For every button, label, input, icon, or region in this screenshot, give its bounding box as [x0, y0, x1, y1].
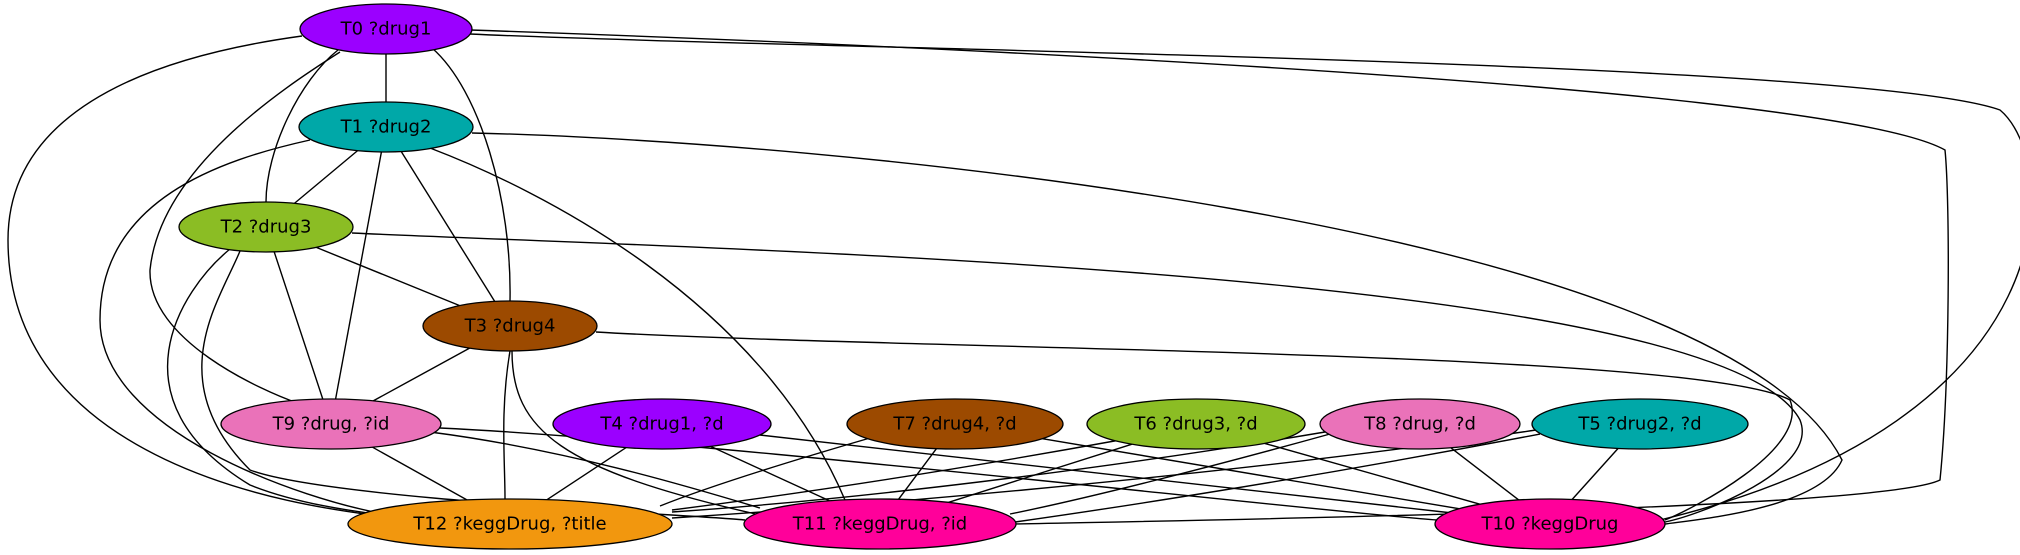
edge-t0-t3	[431, 47, 511, 302]
node-ellipse	[347, 498, 673, 550]
edge-t1-t9	[334, 151, 383, 400]
node-t3: T3 ?drug4	[422, 300, 598, 352]
node-label: T5 ?drug2, ?d	[1577, 414, 1701, 435]
node-ellipse	[299, 3, 473, 55]
node-t8: T8 ?drug, ?d	[1319, 398, 1521, 450]
node-label: T0 ?drug1	[340, 19, 432, 40]
edge-t8-t10	[1450, 447, 1520, 501]
edge-t9-t11	[429, 431, 761, 509]
node-label: T8 ?drug, ?d	[1363, 414, 1476, 435]
node-ellipse	[220, 398, 442, 450]
edge-t7-t10	[1042, 438, 1460, 510]
node-label: T11 ?keggDrug, ?id	[792, 514, 967, 535]
edge-t4-t10	[759, 434, 1448, 514]
edge-t1-t12	[99, 139, 391, 516]
edge-t1-t3	[400, 151, 496, 302]
edge-t5-t10	[1571, 448, 1619, 500]
edge-t3-t11	[511, 350, 761, 516]
node-ellipse	[422, 300, 598, 352]
node-label: T9 ?drug, ?id	[272, 414, 390, 435]
edge-t6-t11	[948, 443, 1133, 504]
node-t10: T10 ?keggDrug	[1434, 498, 1666, 550]
node-ellipse	[178, 201, 354, 253]
node-t6: T6 ?drug3, ?d	[1086, 398, 1306, 450]
node-label: T3 ?drug4	[464, 316, 556, 337]
node-label: T12 ?keggDrug, ?title	[412, 514, 606, 535]
node-t4: T4 ?drug1, ?d	[552, 398, 772, 450]
edge-t1-t2	[293, 150, 359, 204]
node-ellipse	[846, 398, 1064, 450]
node-ellipse	[743, 498, 1017, 550]
node-ellipse	[1434, 498, 1666, 550]
node-t9: T9 ?drug, ?id	[220, 398, 442, 450]
node-t5: T5 ?drug2, ?d	[1531, 398, 1749, 450]
edge-t6-t12	[671, 439, 1121, 511]
edge-t1-t11	[429, 147, 846, 501]
node-t2: T2 ?drug3	[178, 201, 354, 253]
edge-layer	[7, 29, 2020, 525]
edge-t0-t9	[149, 51, 341, 405]
edge-t1-t10	[471, 132, 1843, 525]
edge-t5-t12	[671, 429, 1537, 519]
node-label: T2 ?drug3	[220, 217, 312, 238]
edge-t4-t12	[546, 447, 627, 501]
edge-t7-t12	[659, 437, 871, 507]
node-label: T4 ?drug1, ?d	[599, 414, 723, 435]
edge-t5-t11	[1014, 433, 1541, 523]
node-layer: T0 ?drug1 T1 ?drug2 T2 ?drug3 T3 ?drug4 T4 ?…	[178, 3, 1749, 550]
node-ellipse	[298, 101, 474, 153]
edge-t4-t11	[710, 445, 830, 502]
node-ellipse	[1086, 398, 1306, 450]
node-t7: T7 ?drug4, ?d	[846, 398, 1064, 450]
edge-t7-t11	[898, 448, 938, 500]
edge-t2-t12	[166, 248, 391, 517]
edge-t2-t3	[316, 246, 460, 307]
node-ellipse	[1319, 398, 1521, 450]
node-ellipse	[552, 398, 772, 450]
node-ellipse	[1531, 398, 1749, 450]
edge-t3-t9	[372, 347, 470, 402]
node-label: T6 ?drug3, ?d	[1133, 414, 1257, 435]
edge-t3-t10	[595, 331, 1793, 521]
node-t11: T11 ?keggDrug, ?id	[743, 498, 1017, 550]
edge-t2-t10	[351, 232, 1803, 523]
node-label: T1 ?drug2	[340, 117, 432, 138]
edge-t2-t9	[273, 251, 324, 400]
node-t12: T12 ?keggDrug, ?title	[347, 498, 673, 550]
edge-t3-t12	[503, 350, 511, 500]
node-label: T7 ?drug4, ?d	[892, 414, 1016, 435]
node-t0: T0 ?drug1	[299, 3, 473, 55]
edge-t9-t12	[372, 446, 468, 501]
edge-t0-t12	[7, 35, 381, 517]
edge-t6-t10	[1264, 442, 1481, 505]
edge-t8-t11	[1009, 433, 1331, 515]
node-label: T10 ?keggDrug	[1481, 514, 1619, 535]
node-t1: T1 ?drug2	[298, 101, 474, 153]
